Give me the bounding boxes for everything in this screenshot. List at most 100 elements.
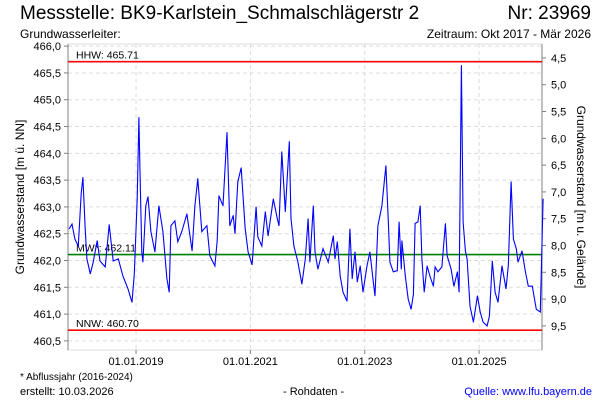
data-point [237,181,239,183]
data-point [297,261,299,263]
data-point [404,275,406,277]
data-point [80,193,82,194]
data-point [469,305,471,307]
data-point [145,205,147,207]
data-point [77,245,79,247]
data-point [349,228,351,230]
data-point [264,211,266,213]
data-point [150,231,152,232]
data-point [374,295,376,297]
data-point [251,264,253,266]
data-point [392,271,394,273]
data-point [86,258,88,260]
station-number: Nr: 23969 [507,3,591,24]
data-point [284,211,286,213]
data-point [261,245,263,247]
data-point [515,248,517,250]
data-point [372,281,374,283]
data-point [293,245,295,247]
series-line-grundwasserstand [68,65,544,327]
data-point [434,266,436,268]
data-point [177,241,179,243]
footnote: * Abflussjahr (2016-2024) [20,372,133,383]
ref-label-mw: MW*: 462.11 [76,243,136,255]
data-point [218,195,220,197]
data-point [99,260,101,262]
data-point [389,261,391,263]
data-point [437,271,439,273]
data-point [255,206,257,208]
data-point [356,281,358,283]
source-link[interactable]: Quelle: www.lfu.bayern.de [464,386,592,398]
data-point [158,205,160,207]
data-point [486,325,488,327]
data-point [354,251,356,253]
data-point [309,261,311,263]
data-point [497,301,499,303]
data-point [505,288,507,290]
data-point [322,248,324,250]
data-point [186,213,188,215]
data-point [229,225,231,227]
data-point [222,205,224,207]
data-point [535,308,537,310]
data-point [414,223,416,224]
data-point [410,308,412,310]
aquifer-label: Grundwasserleiter: [20,27,121,41]
reference-lines: HHW: 465.71 MW*: 462.11 NNW: 460.70 [68,50,542,331]
y-axis-label: Grundwasserstand [m ü. NN] [13,120,27,275]
y-tick-label: 464,5 [33,122,61,134]
y-tick-label: 460,5 [33,336,61,348]
data-point [385,165,387,167]
y2-tick-label: 8,5 [551,267,566,279]
grid [68,44,542,350]
data-point [377,225,379,227]
data-point [521,250,523,252]
data-point [226,132,228,133]
data-point [133,273,135,275]
data-point [339,275,341,277]
data-point [466,258,468,260]
data-point [327,261,329,263]
data-point [214,265,216,267]
data-point [491,260,493,262]
data-point [342,291,344,293]
data-point [369,251,371,253]
data-point [472,321,474,323]
data-point [336,241,338,243]
y-tick-label: 465,0 [33,95,61,107]
y2-axis-label: Grundwasserstand [m u. Gelände] [574,106,588,289]
data-point [301,283,303,285]
data-point [525,271,526,273]
y-tick-label: 466,0 [33,41,61,53]
data-point [462,221,464,223]
data-point [141,251,143,253]
data-point [104,266,106,268]
data-point [510,181,512,183]
data-point [400,268,402,270]
data-point [453,285,455,287]
data-point [162,231,164,232]
y2-tick-label: 7,0 [551,187,566,199]
y-tick-label: 462,5 [33,229,61,241]
data-point [441,266,443,268]
data-point [240,167,242,169]
data-point [244,228,246,230]
data-point [142,261,144,263]
data-point [482,321,484,323]
data-point [507,265,509,267]
data-point [122,275,124,277]
data-point [136,198,138,200]
data-point [359,265,361,267]
data-point [421,258,423,260]
y2-tick-label: 7,5 [551,214,566,226]
data-point [396,270,398,272]
data-point [304,258,306,260]
data-point [96,240,98,242]
y-tick-label: 465,5 [33,68,61,80]
data-point [464,250,466,252]
y2-tick-label: 9,5 [551,321,566,333]
y2-tick-label: 4,5 [551,53,566,65]
data-point [381,205,383,207]
